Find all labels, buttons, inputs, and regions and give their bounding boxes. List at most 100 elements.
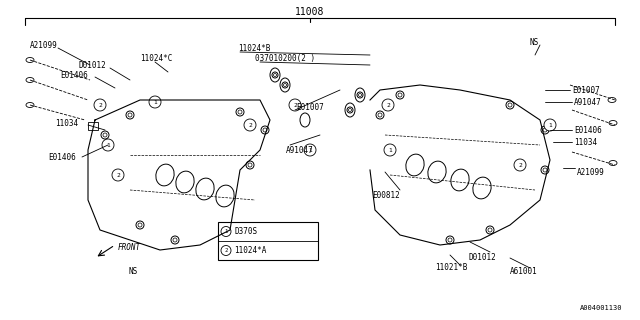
Text: 11008: 11008 bbox=[295, 7, 324, 17]
Text: 2: 2 bbox=[116, 172, 120, 178]
Circle shape bbox=[378, 113, 382, 117]
Circle shape bbox=[398, 93, 402, 97]
Bar bbox=[218, 222, 318, 260]
Text: 037010200(2 ): 037010200(2 ) bbox=[255, 53, 315, 62]
Text: 2: 2 bbox=[98, 102, 102, 108]
Text: A21099: A21099 bbox=[30, 41, 58, 50]
Text: 1: 1 bbox=[225, 229, 228, 234]
Circle shape bbox=[349, 108, 351, 111]
Circle shape bbox=[173, 238, 177, 242]
Text: E01406: E01406 bbox=[60, 70, 88, 79]
Ellipse shape bbox=[156, 164, 174, 186]
Circle shape bbox=[273, 74, 276, 76]
Ellipse shape bbox=[609, 121, 617, 125]
Circle shape bbox=[446, 236, 454, 244]
Text: 1: 1 bbox=[153, 100, 157, 105]
Circle shape bbox=[304, 144, 316, 156]
Text: D01012: D01012 bbox=[468, 252, 496, 261]
Text: 11034: 11034 bbox=[574, 138, 597, 147]
Text: E01007: E01007 bbox=[296, 102, 324, 111]
Text: 2: 2 bbox=[248, 123, 252, 127]
Circle shape bbox=[248, 163, 252, 167]
Ellipse shape bbox=[26, 102, 34, 108]
Circle shape bbox=[261, 126, 269, 134]
Text: A91047: A91047 bbox=[286, 146, 314, 155]
Text: 1: 1 bbox=[548, 123, 552, 127]
Circle shape bbox=[94, 99, 106, 111]
Ellipse shape bbox=[196, 178, 214, 200]
Circle shape bbox=[284, 84, 287, 86]
Text: NS: NS bbox=[530, 37, 540, 46]
Text: D01012: D01012 bbox=[78, 60, 106, 69]
Ellipse shape bbox=[280, 78, 290, 92]
Circle shape bbox=[506, 101, 514, 109]
Circle shape bbox=[263, 128, 267, 132]
Circle shape bbox=[112, 169, 124, 181]
Circle shape bbox=[508, 103, 512, 107]
Circle shape bbox=[289, 99, 301, 111]
Circle shape bbox=[544, 119, 556, 131]
Text: 2: 2 bbox=[386, 102, 390, 108]
Text: D370S: D370S bbox=[234, 227, 257, 236]
Circle shape bbox=[221, 245, 231, 255]
Text: 2: 2 bbox=[293, 102, 297, 108]
Text: A61001: A61001 bbox=[510, 268, 538, 276]
Ellipse shape bbox=[300, 113, 310, 127]
Circle shape bbox=[376, 111, 384, 119]
Circle shape bbox=[541, 126, 549, 134]
Circle shape bbox=[541, 166, 549, 174]
Text: 1: 1 bbox=[106, 142, 110, 148]
Circle shape bbox=[236, 108, 244, 116]
Ellipse shape bbox=[216, 185, 234, 207]
Text: A21099: A21099 bbox=[577, 167, 605, 177]
Circle shape bbox=[488, 228, 492, 232]
Circle shape bbox=[543, 168, 547, 172]
Circle shape bbox=[138, 223, 142, 227]
Ellipse shape bbox=[608, 98, 616, 102]
Circle shape bbox=[358, 93, 362, 97]
Ellipse shape bbox=[451, 169, 469, 191]
Ellipse shape bbox=[345, 103, 355, 117]
Ellipse shape bbox=[270, 68, 280, 82]
Text: 1: 1 bbox=[388, 148, 392, 153]
Circle shape bbox=[272, 72, 278, 78]
Text: E01406: E01406 bbox=[48, 153, 76, 162]
Text: NS: NS bbox=[128, 268, 137, 276]
Text: 11034: 11034 bbox=[55, 118, 78, 127]
Circle shape bbox=[244, 119, 256, 131]
Circle shape bbox=[171, 236, 179, 244]
Text: 11024*A: 11024*A bbox=[234, 246, 266, 255]
Ellipse shape bbox=[609, 161, 617, 165]
Text: FRONT: FRONT bbox=[118, 244, 141, 252]
Text: E01007: E01007 bbox=[572, 85, 600, 94]
Circle shape bbox=[514, 159, 526, 171]
Circle shape bbox=[101, 131, 109, 139]
Circle shape bbox=[448, 238, 452, 242]
Circle shape bbox=[103, 133, 107, 137]
Bar bbox=[88, 122, 98, 130]
Circle shape bbox=[149, 96, 161, 108]
Text: 1: 1 bbox=[308, 148, 312, 153]
Circle shape bbox=[128, 113, 132, 117]
Text: A004001130: A004001130 bbox=[580, 305, 623, 311]
Ellipse shape bbox=[473, 177, 491, 199]
Ellipse shape bbox=[26, 77, 34, 83]
Text: 11024*B: 11024*B bbox=[238, 44, 270, 52]
Text: 2: 2 bbox=[225, 248, 228, 253]
Ellipse shape bbox=[406, 154, 424, 176]
Circle shape bbox=[486, 226, 494, 234]
Text: E01406: E01406 bbox=[574, 125, 602, 134]
Circle shape bbox=[238, 110, 242, 114]
Text: 11021*B: 11021*B bbox=[435, 263, 467, 273]
Circle shape bbox=[221, 227, 231, 236]
Ellipse shape bbox=[26, 58, 34, 62]
Text: 2: 2 bbox=[518, 163, 522, 167]
Circle shape bbox=[396, 91, 404, 99]
Circle shape bbox=[347, 107, 353, 113]
Circle shape bbox=[357, 92, 363, 98]
Text: E00812: E00812 bbox=[372, 190, 400, 199]
Circle shape bbox=[102, 139, 114, 151]
Text: 11024*C: 11024*C bbox=[140, 53, 172, 62]
Circle shape bbox=[282, 82, 288, 88]
Circle shape bbox=[543, 128, 547, 132]
